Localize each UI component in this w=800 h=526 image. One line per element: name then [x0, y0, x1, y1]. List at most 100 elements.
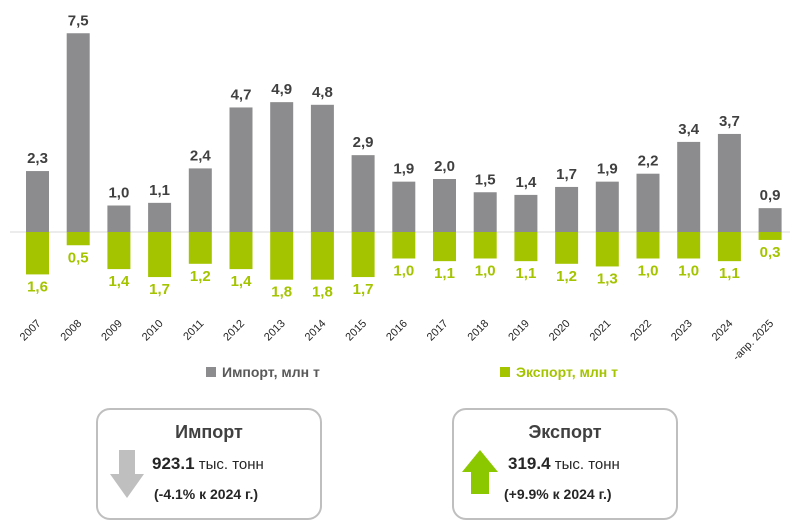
import-bar: [595, 181, 619, 232]
import-data-label: 1,9: [597, 161, 618, 178]
import-bar: [229, 107, 253, 232]
import-data-label: 7,5: [68, 12, 89, 29]
import-data-label: 4,7: [231, 86, 252, 103]
import-bar: [66, 33, 90, 232]
export-data-label: 1,0: [638, 263, 659, 280]
import-data-label: 3,4: [678, 121, 700, 138]
import-card-value: 923.1: [152, 454, 195, 473]
x-tick-label: 2016: [384, 318, 410, 344]
x-tick-label: 2018: [466, 318, 492, 344]
bar-chart: 2,3 1,6 2007 7,5 0,5 2008 1,0 1,4 2009 1,1 1,7 2010…: [10, 12, 790, 360]
arrow-down-icon: [110, 450, 144, 498]
export-data-label: 1,0: [475, 263, 496, 280]
x-tick-label: 2020: [547, 318, 573, 344]
import-data-label: 1,9: [393, 161, 414, 178]
export-bar: [473, 232, 497, 259]
export-data-label: 1,1: [515, 265, 536, 282]
import-data-label: 2,2: [638, 153, 659, 170]
import-card-title: Импорт: [175, 422, 243, 442]
import-data-label: 4,9: [271, 81, 292, 98]
export-card-change: (+9.9% к 2024 г.): [504, 486, 612, 502]
import-data-label: 1,1: [149, 182, 170, 199]
import-summary-card: Импорт 923.1 тыс. тонн (-4.1% к 2024 г.): [96, 408, 322, 520]
export-data-label: 1,0: [393, 263, 414, 280]
import-card-value-line: 923.1 тыс. тонн: [152, 454, 264, 474]
export-card-value: 319.4: [508, 454, 551, 473]
import-bar: [351, 155, 375, 232]
export-bar: [758, 232, 782, 240]
x-tick-label: 2024: [710, 318, 736, 344]
legend-label-import: Импорт, млн т: [222, 364, 320, 380]
import-data-label: 0,9: [760, 187, 781, 204]
export-bar: [677, 232, 701, 259]
import-bar: [636, 173, 660, 232]
export-data-label: 1,2: [556, 268, 577, 285]
export-bar: [555, 232, 579, 264]
export-bar: [717, 232, 741, 262]
x-tick-label: 2012: [221, 318, 247, 344]
import-card-change: (-4.1% к 2024 г.): [154, 486, 259, 502]
import-data-label: 2,3: [27, 150, 48, 167]
x-tick-label: 2019: [506, 318, 532, 344]
import-bar: [107, 205, 131, 232]
legend-item-import: Импорт, млн т: [206, 362, 320, 382]
import-bar: [188, 168, 212, 232]
import-bar: [473, 192, 497, 232]
import-bar: [148, 202, 172, 232]
import-bar: [26, 171, 49, 232]
export-data-label: 1,1: [719, 265, 740, 282]
export-data-label: 1,6: [27, 278, 48, 295]
import-bar: [758, 208, 782, 232]
export-data-label: 1,4: [108, 273, 130, 290]
x-tick-label: 2021: [588, 318, 614, 344]
export-bar: [26, 232, 49, 275]
export-bar: [148, 232, 172, 278]
import-bar: [310, 104, 334, 232]
import-bar: [555, 186, 579, 232]
x-tick-label: 2009: [99, 318, 125, 344]
export-data-label: 1,8: [271, 284, 292, 301]
legend-swatch-export: [500, 367, 510, 377]
export-data-label: 1,0: [678, 263, 699, 280]
export-data-label: 1,1: [434, 265, 455, 282]
import-bar: [514, 194, 538, 232]
legend-label-export: Экспорт, млн т: [516, 364, 618, 380]
import-data-label: 2,9: [353, 134, 374, 151]
export-bar: [310, 232, 334, 280]
export-data-label: 1,7: [353, 281, 374, 298]
import-data-label: 1,5: [475, 171, 496, 188]
x-tick-label: 2014: [303, 318, 329, 344]
legend-item-export: Экспорт, млн т: [500, 362, 618, 382]
export-card-title: Экспорт: [528, 422, 602, 442]
import-card-unit: тыс. тонн: [198, 456, 264, 473]
x-tick-label: 2013: [262, 318, 288, 344]
x-tick-label: 2008: [59, 318, 85, 344]
import-bar: [677, 141, 701, 232]
export-data-label: 1,4: [231, 273, 253, 290]
export-bar: [66, 232, 90, 246]
export-data-label: 1,7: [149, 281, 170, 298]
export-bar: [229, 232, 253, 270]
export-card-value-line: 319.4 тыс. тонн: [508, 454, 620, 474]
import-data-label: 1,4: [515, 174, 537, 191]
import-data-label: 4,8: [312, 84, 333, 101]
x-tick-label: 2015: [343, 318, 369, 344]
export-bar: [595, 232, 619, 267]
x-tick-label: 2010: [140, 318, 166, 344]
arrow-up-icon: [462, 450, 498, 494]
export-bar: [188, 232, 212, 264]
legend-swatch-import: [206, 367, 216, 377]
import-bar: [392, 181, 416, 232]
export-bar: [636, 232, 660, 259]
x-tick-label: 2011: [181, 318, 206, 343]
export-bar: [351, 232, 375, 278]
import-data-label: 1,0: [108, 185, 129, 202]
export-bar: [433, 232, 456, 262]
import-data-label: 1,7: [556, 166, 577, 183]
export-card-unit: тыс. тонн: [554, 456, 620, 473]
export-data-label: 1,3: [597, 270, 618, 287]
x-tick-label: 2017: [425, 318, 451, 344]
x-tick-label: 2007: [18, 318, 44, 344]
import-bar: [717, 133, 741, 232]
export-bar: [107, 232, 131, 270]
